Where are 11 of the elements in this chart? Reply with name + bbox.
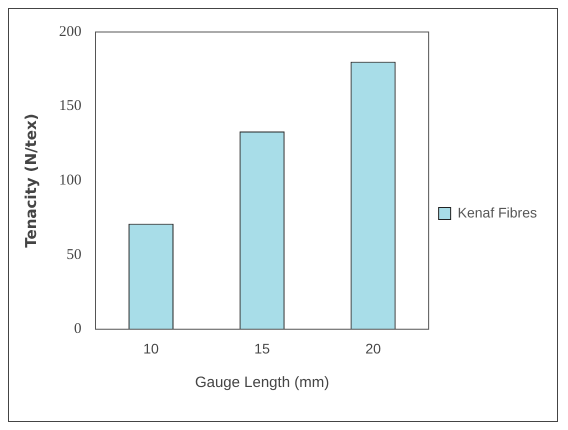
y-tick-label: 150 (59, 98, 82, 114)
y-tick-label: 50 (66, 246, 82, 263)
y-tick-label: 100 (59, 172, 82, 189)
y-tick-label: 0 (74, 321, 82, 338)
x-tick-label: 10 (143, 340, 160, 356)
x-axis-title: Gauge Length (mm) (194, 374, 330, 392)
y-axis-title: Tenacity (N/tex) (22, 114, 40, 248)
x-tick-label: 20 (365, 340, 382, 356)
y-tick-label: 200 (59, 24, 82, 40)
x-tick-label: 15 (254, 340, 270, 356)
legend-label: Kenaf Fibres (458, 204, 538, 220)
